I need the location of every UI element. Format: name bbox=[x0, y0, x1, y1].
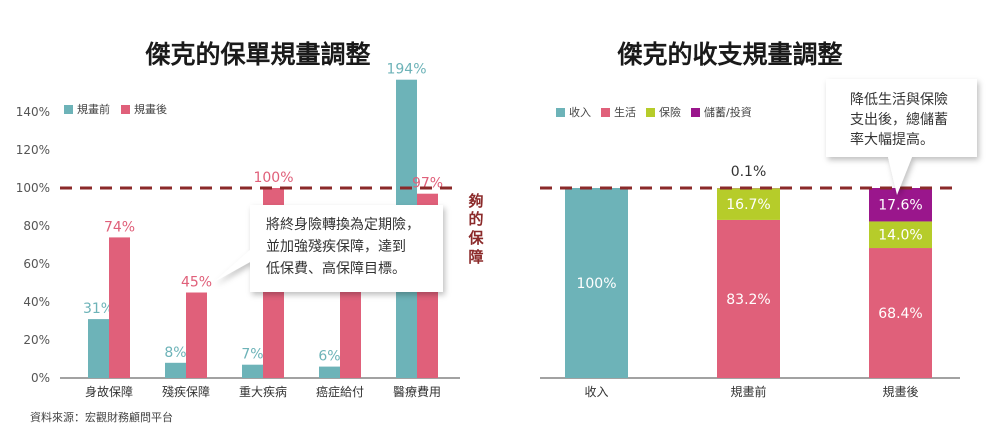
bar-before-2 bbox=[165, 362, 186, 378]
bar-after-1 bbox=[109, 237, 130, 378]
legend-swatch-after bbox=[121, 105, 130, 114]
right-bars: 100% 收入 83.2% 16.7% 0.1% 規畫前 68.4% 14.0% 17.6% 規畫… bbox=[565, 164, 932, 399]
left-y-tick-label: 60% bbox=[23, 257, 50, 271]
stack-2-label-3: 16.7% bbox=[726, 197, 770, 213]
label-before-1: 31% bbox=[83, 301, 114, 317]
label-after-2: 45% bbox=[181, 275, 212, 291]
legend-swatch-savings bbox=[691, 108, 700, 117]
enough-char-4: 障 bbox=[468, 248, 483, 266]
left-y-tick-label: 140% bbox=[16, 105, 50, 119]
stack-3-label-2: 68.4% bbox=[878, 306, 922, 322]
right-legend: 收入 生活 保險 儲蓄/投資 bbox=[556, 105, 752, 119]
left-annotation-callout: 將終身險轉換為定期險， 並加強殘疾保障，達到 低保費、高保障目標。 bbox=[214, 205, 443, 292]
stack-1-label-1: 100% bbox=[576, 276, 616, 292]
left-y-tick-label: 80% bbox=[23, 219, 50, 233]
stack-2-segment-2 bbox=[717, 219, 780, 378]
enough-protection-label: 夠 的 保 障 bbox=[467, 192, 484, 266]
left-y-tick-label: 120% bbox=[16, 143, 50, 157]
legend-swatch-before bbox=[64, 105, 73, 114]
stack-1-segment-1 bbox=[565, 188, 628, 378]
legend-label-before: 規畫前 bbox=[77, 102, 110, 116]
legend-swatch-living bbox=[601, 108, 610, 117]
right-category-label: 規畫後 bbox=[882, 384, 918, 399]
legend-swatch-insurance bbox=[646, 108, 655, 117]
left-note-line-3: 低保費、高保障目標。 bbox=[266, 260, 406, 277]
stack-2-label-2: 83.2% bbox=[726, 292, 770, 308]
left-category-label: 身故保障 bbox=[85, 384, 133, 399]
legend-label-after: 規畫後 bbox=[134, 102, 167, 116]
label-before-3: 7% bbox=[241, 347, 263, 363]
label-before-5: 194% bbox=[386, 62, 426, 78]
right-category-label: 收入 bbox=[584, 385, 608, 399]
right-note-line-2: 支出後，總儲蓄 bbox=[850, 111, 948, 128]
enough-char-2: 的 bbox=[468, 210, 483, 228]
right-annotation-callout: 降低生活與保險 支出後，總儲蓄 率大幅提高。 bbox=[826, 79, 977, 195]
bar-before-3 bbox=[242, 364, 263, 378]
bar-after-2 bbox=[186, 292, 207, 378]
left-callout-box bbox=[214, 205, 443, 292]
legend-label-savings: 儲蓄/投資 bbox=[704, 105, 752, 119]
label-before-2: 8% bbox=[164, 345, 186, 361]
legend-label-insurance: 保險 bbox=[659, 105, 681, 119]
stack-2-segment-3 bbox=[717, 188, 780, 220]
stack-2-label-4: 0.1% bbox=[731, 164, 767, 180]
stack-3-segment-4 bbox=[869, 188, 932, 222]
left-y-tick-label: 20% bbox=[23, 333, 50, 347]
left-category-label: 殘疾保障 bbox=[162, 384, 210, 399]
legend-swatch-income bbox=[556, 108, 565, 117]
left-category-label: 醫療費用 bbox=[393, 384, 441, 399]
left-chart-title: 傑克的保單規畫調整 bbox=[144, 40, 370, 69]
right-chart-title: 傑克的收支規畫調整 bbox=[616, 40, 842, 69]
stack-3-label-3: 14.0% bbox=[878, 228, 922, 244]
legend-label-living: 生活 bbox=[614, 105, 636, 119]
enough-char-3: 保 bbox=[467, 229, 484, 247]
label-before-4: 6% bbox=[318, 349, 340, 365]
left-note-line-1: 將終身險轉換為定期險， bbox=[266, 217, 420, 233]
left-category-label: 重大疾病 bbox=[239, 384, 287, 399]
left-y-axis: 0% 20% 40% 60% 80% 100% 120% 140% bbox=[16, 105, 50, 385]
label-after-1: 74% bbox=[104, 219, 135, 235]
stack-3-label-4: 17.6% bbox=[878, 198, 922, 214]
source-note: 資料來源：宏觀財務顧問平台 bbox=[30, 410, 173, 424]
right-note-line-1: 降低生活與保險 bbox=[850, 92, 948, 108]
left-category-label: 癌症給付 bbox=[316, 384, 364, 399]
label-after-5: 97% bbox=[412, 176, 443, 192]
left-legend: 規畫前 規畫後 bbox=[64, 102, 167, 116]
label-after-3: 100% bbox=[253, 170, 293, 186]
stack-3-segment-2 bbox=[869, 248, 932, 378]
left-note-line-2: 並加強殘疾保障，達到 bbox=[266, 238, 406, 255]
left-y-tick-label: 100% bbox=[16, 181, 50, 195]
right-callout-box bbox=[826, 79, 977, 195]
stack-3-segment-3 bbox=[869, 221, 932, 249]
bar-before-1 bbox=[88, 319, 109, 378]
legend-label-income: 收入 bbox=[569, 105, 591, 119]
enough-char-1: 夠 bbox=[468, 192, 483, 210]
bar-before-4 bbox=[319, 366, 340, 378]
left-y-tick-label: 0% bbox=[31, 371, 50, 385]
right-category-label: 規畫前 bbox=[730, 384, 766, 399]
right-note-line-3: 率大幅提高。 bbox=[850, 131, 934, 148]
left-y-tick-label: 40% bbox=[23, 295, 50, 309]
